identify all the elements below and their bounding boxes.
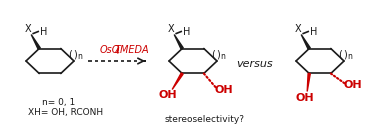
Text: OH: OH [296,94,315,103]
Text: (: ( [338,50,342,60]
Text: stereoselectivity?: stereoselectivity? [165,115,245,123]
Polygon shape [31,35,40,49]
Text: 4: 4 [115,47,119,57]
Text: OH: OH [344,80,362,90]
Text: (: ( [211,50,216,60]
Text: X: X [295,23,302,34]
Text: n: n [220,52,225,61]
Text: ): ) [344,50,347,60]
Polygon shape [172,73,183,90]
Text: X: X [168,23,174,34]
Text: XH= OH, RCONH: XH= OH, RCONH [28,108,103,118]
Text: n: n [78,52,82,61]
Text: H: H [40,27,47,37]
Text: ): ) [73,50,77,60]
Text: versus: versus [237,59,273,69]
Text: (: ( [69,50,72,60]
Text: X: X [25,23,32,34]
Text: TMEDA: TMEDA [115,45,149,55]
Text: ): ) [216,50,220,60]
Text: n= 0, 1: n= 0, 1 [42,99,75,107]
Text: OH: OH [214,86,233,95]
Text: n: n [347,52,352,61]
Text: H: H [310,27,318,37]
Polygon shape [307,73,310,91]
Text: H: H [183,27,191,37]
Text: OH: OH [159,90,177,100]
Text: OsO: OsO [100,45,120,55]
Polygon shape [301,35,310,49]
Polygon shape [174,35,183,49]
